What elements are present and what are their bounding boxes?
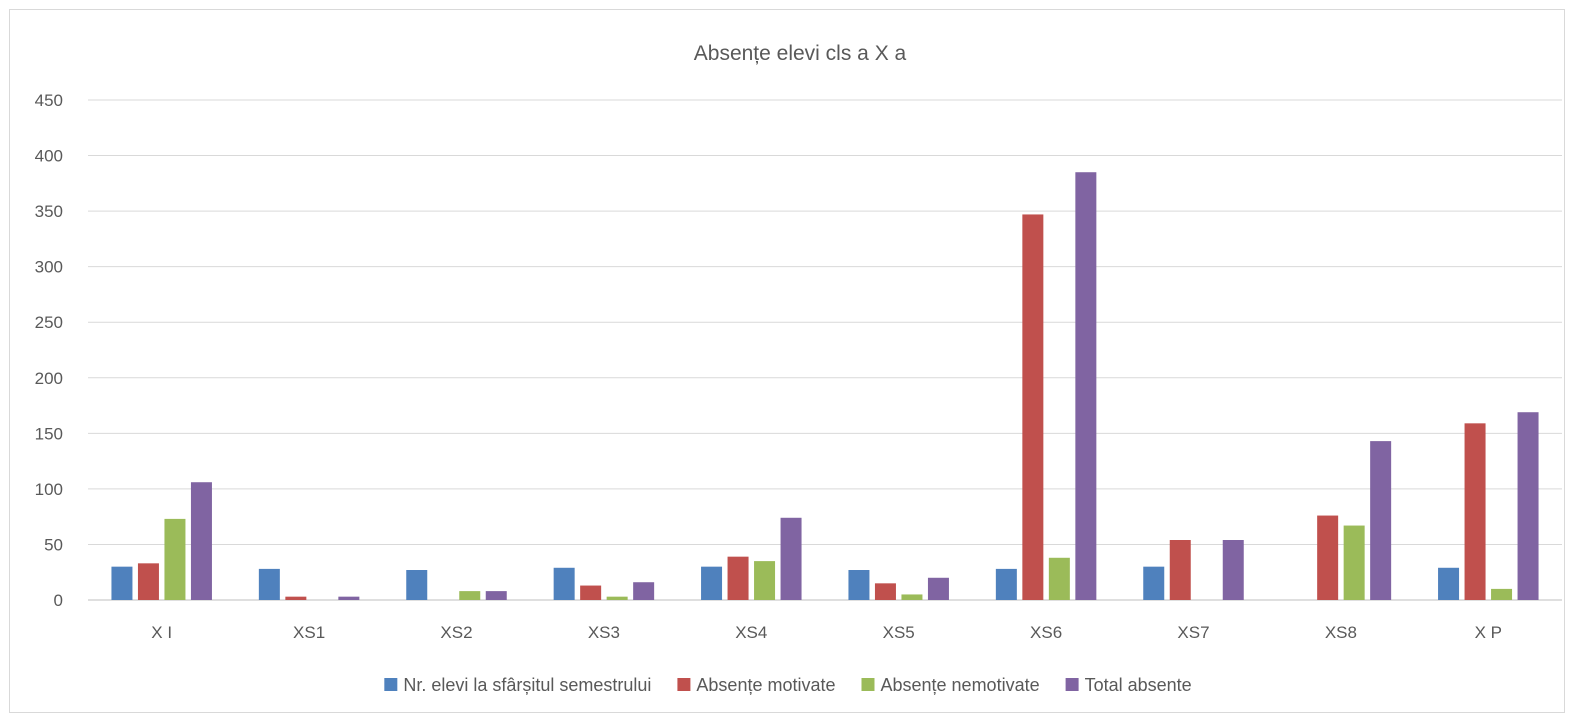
bar-4-xs1 bbox=[338, 596, 360, 600]
bar-2-xs6 bbox=[1022, 214, 1044, 600]
bar-4-xs2 bbox=[485, 591, 507, 600]
legend-label: Absențe nemotivate bbox=[880, 675, 1039, 695]
y-axis-ticks: 0 50 100 150 200 250 300 350 400 450 bbox=[35, 91, 63, 610]
legend-swatch bbox=[1065, 678, 1079, 691]
bar-3-xs6 bbox=[1048, 557, 1070, 600]
x-tick-label: XS4 bbox=[735, 623, 767, 642]
legend-swatch bbox=[384, 678, 398, 691]
bar-4-xs8 bbox=[1370, 441, 1392, 600]
x-tick-label: XS2 bbox=[440, 623, 472, 642]
x-tick-label: XS8 bbox=[1325, 623, 1357, 642]
legend-item-4: Total absente bbox=[1065, 675, 1192, 695]
bar-4-xs5 bbox=[927, 577, 949, 600]
x-tick-label: XS6 bbox=[1030, 623, 1062, 642]
x-tick-label: XS1 bbox=[293, 623, 325, 642]
bar-2-xs8 bbox=[1317, 515, 1339, 600]
y-tick-label: 100 bbox=[35, 480, 63, 499]
bar-3-x-i bbox=[164, 518, 186, 600]
bar-1-x-i bbox=[111, 566, 133, 600]
legend-label: Nr. elevi la sfârșitul semestrului bbox=[403, 675, 651, 695]
bar-3-xs5 bbox=[901, 594, 923, 600]
chart-frame: Absențe elevi cls a X a 0 50 100 150 200 250 3… bbox=[9, 9, 1565, 713]
legend-swatch bbox=[677, 678, 691, 691]
chart-svg: Absențe elevi cls a X a 0 50 100 150 200 250 3… bbox=[35, 42, 1562, 695]
bar-3-xs4 bbox=[754, 561, 776, 600]
bar-4-x-i bbox=[190, 482, 212, 600]
legend-item-2: Absențe motivate bbox=[677, 675, 835, 695]
bar-3-xs2 bbox=[459, 591, 481, 600]
bar-4-xs6 bbox=[1075, 172, 1097, 600]
bar-3-x-p bbox=[1491, 588, 1513, 600]
bars bbox=[111, 172, 1539, 600]
bar-1-xs2 bbox=[406, 570, 428, 600]
x-tick-label: X P bbox=[1475, 623, 1502, 642]
y-tick-label: 300 bbox=[35, 258, 63, 277]
y-tick-label: 400 bbox=[35, 147, 63, 166]
y-tick-label: 50 bbox=[44, 535, 63, 554]
y-tick-label: 0 bbox=[54, 591, 63, 610]
legend-label: Total absente bbox=[1085, 675, 1192, 695]
bar-1-xs7 bbox=[1143, 566, 1165, 600]
bar-2-xs7 bbox=[1169, 540, 1191, 600]
bar-2-xs4 bbox=[727, 556, 749, 600]
bar-2-xs5 bbox=[874, 583, 896, 600]
y-tick-label: 450 bbox=[35, 91, 63, 110]
bar-3-xs8 bbox=[1343, 525, 1365, 600]
legend-label: Absențe motivate bbox=[696, 675, 835, 695]
legend-swatch bbox=[861, 678, 875, 691]
bar-2-x-p bbox=[1464, 423, 1486, 600]
x-axis-ticks: X I XS1 XS2 XS3 XS4 XS5 XS6 XS7 XS8 X P bbox=[151, 623, 1502, 642]
y-tick-label: 200 bbox=[35, 369, 63, 388]
x-tick-label: X I bbox=[151, 623, 172, 642]
gridlines bbox=[88, 99, 1562, 601]
bar-4-x-p bbox=[1517, 412, 1539, 600]
bar-1-xs3 bbox=[553, 567, 575, 600]
bar-1-x-p bbox=[1438, 567, 1460, 600]
bar-2-x-i bbox=[137, 563, 159, 600]
legend-item-3: Absențe nemotivate bbox=[861, 675, 1040, 695]
y-tick-label: 250 bbox=[35, 313, 63, 332]
bar-1-xs5 bbox=[848, 570, 870, 600]
x-tick-label: XS5 bbox=[883, 623, 915, 642]
bar-2-xs1 bbox=[285, 596, 307, 600]
legend: Nr. elevi la sfârșitul semestrului Absenț… bbox=[384, 675, 1192, 695]
bar-1-xs4 bbox=[701, 566, 723, 600]
x-tick-label: XS3 bbox=[588, 623, 620, 642]
y-tick-label: 150 bbox=[35, 424, 63, 443]
bar-1-xs1 bbox=[258, 568, 280, 600]
bar-4-xs7 bbox=[1222, 540, 1244, 600]
y-tick-label: 350 bbox=[35, 202, 63, 221]
chart-title: Absențe elevi cls a X a bbox=[694, 42, 907, 65]
bar-1-xs6 bbox=[995, 568, 1017, 600]
bar-2-xs3 bbox=[580, 585, 602, 600]
bar-4-xs3 bbox=[633, 582, 655, 600]
bar-4-xs4 bbox=[780, 517, 802, 600]
legend-item-1: Nr. elevi la sfârșitul semestrului bbox=[384, 675, 651, 695]
x-tick-label: XS7 bbox=[1177, 623, 1209, 642]
bar-3-xs3 bbox=[606, 596, 628, 600]
